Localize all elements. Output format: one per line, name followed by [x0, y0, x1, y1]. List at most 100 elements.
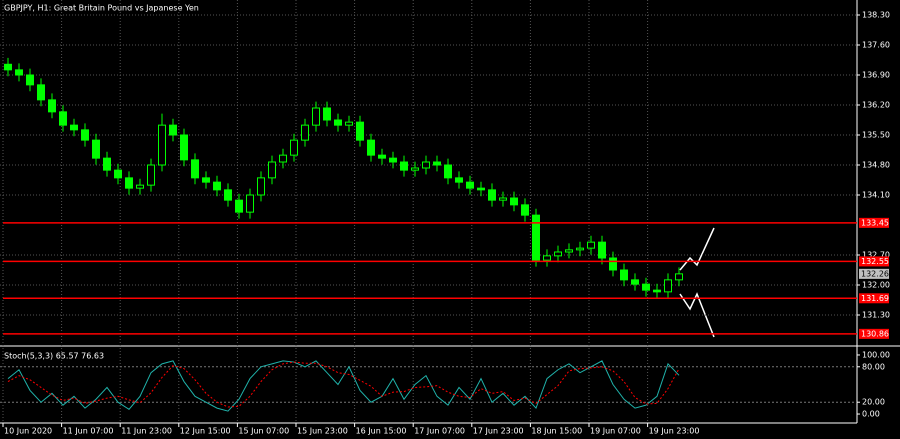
candle-body	[664, 279, 672, 293]
x-tick-label: 15 Jun 23:00	[297, 427, 348, 436]
x-tick-label: 11 Jun 23:00	[121, 427, 172, 436]
y-tick-label: 134.80	[862, 161, 890, 170]
candle-body	[444, 164, 452, 179]
candle-body	[598, 241, 606, 259]
candle-body	[521, 204, 529, 216]
candle-body	[180, 134, 188, 161]
y-tick-label: 137.60	[862, 41, 890, 50]
candle-body	[191, 159, 199, 179]
level-label-box	[859, 217, 889, 228]
candle-body	[433, 161, 441, 166]
candle-body	[367, 139, 375, 156]
bid-label: 132.26	[861, 269, 889, 278]
level-label: 131.69	[861, 294, 889, 303]
stoch-line	[7, 360, 680, 412]
candle-body	[345, 121, 353, 126]
candle-body	[268, 161, 276, 179]
candle-body	[312, 107, 320, 126]
y-tick-label: 136.20	[862, 101, 890, 110]
candle-body	[169, 124, 177, 136]
candle-body	[4, 63, 12, 71]
candle-body	[37, 84, 45, 101]
candle-body	[477, 187, 485, 191]
candle-body	[378, 154, 386, 159]
level-label-box	[859, 328, 889, 339]
candle-body	[466, 181, 474, 189]
indicator-title: Stoch(5,3,3) 65.57 76.63	[4, 352, 104, 361]
y-tick-label: 136.90	[862, 71, 890, 80]
x-tick-label: 19 Jun 07:00	[590, 427, 641, 436]
candle-body	[400, 161, 408, 171]
x-tick-label: 16 Jun 15:00	[356, 427, 407, 436]
candle-body	[235, 199, 243, 213]
x-tick-label: 11 Jun 07:00	[63, 427, 114, 436]
level-label: 130.86	[861, 329, 889, 338]
level-label: 132.55	[861, 257, 889, 266]
candle-body	[543, 255, 551, 261]
y-tick-label: 132.00	[862, 281, 890, 290]
x-tick-label: 17 Jun 23:00	[473, 427, 524, 436]
y-tick-label: 138.30	[862, 11, 890, 20]
level-label: 133.45	[861, 218, 889, 227]
candle-body	[279, 154, 287, 163]
candle-body	[631, 279, 639, 285]
x-tick-label: 15 Jun 07:00	[238, 427, 289, 436]
candle-body	[81, 129, 89, 141]
candle-body	[323, 107, 331, 121]
candle-body	[114, 169, 122, 179]
candle-body	[532, 214, 540, 261]
candle-body	[103, 157, 111, 171]
candle-body	[620, 269, 628, 281]
chart-title: GBPJPY, H1: Great Britain Pound vs Japan…	[4, 4, 199, 13]
candle-body	[26, 74, 34, 86]
candle-body	[202, 177, 210, 183]
candle-body	[554, 251, 562, 257]
candle-body	[246, 194, 254, 213]
candle-body	[224, 189, 232, 201]
candle-body	[136, 184, 144, 189]
candle-body	[15, 69, 23, 76]
y-tick-label: 0.00	[862, 410, 880, 419]
y-tick-label: 135.50	[862, 131, 890, 140]
candle-body	[334, 119, 342, 126]
y-tick-label: 131.30	[862, 311, 890, 320]
candle-body	[290, 139, 298, 156]
x-tick-label: 18 Jun 15:00	[531, 427, 582, 436]
candle-body	[389, 157, 397, 163]
x-tick-label: 12 Jun 15:00	[180, 427, 231, 436]
candle-body	[499, 197, 507, 201]
candle-body	[213, 181, 221, 191]
candle-body	[576, 247, 584, 251]
candle-body	[48, 99, 56, 113]
y-tick-label: 80.00	[862, 362, 885, 371]
candle-body	[587, 241, 595, 249]
candle-body	[147, 164, 155, 186]
candle-body	[675, 273, 683, 281]
candle-body	[422, 161, 430, 169]
candle-body	[158, 124, 166, 166]
candle-body	[70, 124, 78, 131]
level-label-box	[859, 256, 889, 267]
candle-body	[455, 177, 463, 183]
candle-body	[411, 167, 419, 171]
candle-body	[488, 189, 496, 201]
x-tick-label: 10 Jun 2020	[4, 427, 52, 436]
candle-body	[565, 249, 573, 253]
y-tick-label: 100.00	[862, 350, 890, 359]
y-tick-label: 20.00	[862, 398, 885, 407]
candle-body	[59, 111, 67, 126]
y-tick-label: 134.10	[862, 191, 890, 200]
bid-label-box	[859, 268, 889, 279]
candle-body	[301, 124, 309, 141]
candle-body	[609, 257, 617, 271]
candle-body	[92, 139, 100, 159]
x-tick-label: 17 Jun 07:00	[414, 427, 465, 436]
candle-body	[510, 197, 518, 206]
y-tick-label: 132.70	[862, 251, 890, 260]
candle-body	[642, 283, 650, 291]
x-tick-label: 19 Jun 23:00	[649, 427, 700, 436]
candle-body	[257, 177, 265, 196]
